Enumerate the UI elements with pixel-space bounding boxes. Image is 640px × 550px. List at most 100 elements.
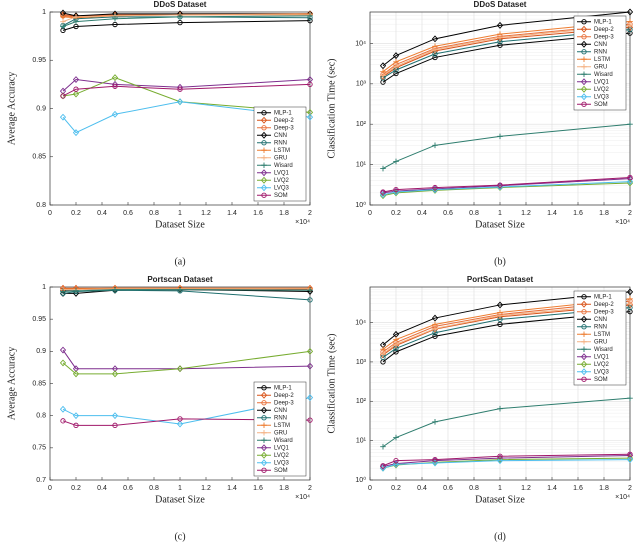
legend-label: LVQ2 xyxy=(274,453,290,459)
plot-frame xyxy=(369,286,631,481)
data-point xyxy=(72,129,80,137)
x-tick-label: 1.4 xyxy=(227,210,237,217)
data-point xyxy=(177,86,183,92)
chart-title: DDoS Dataset xyxy=(154,0,207,9)
data-point xyxy=(627,395,633,401)
legend-label: LVQ1 xyxy=(594,79,610,85)
y-tick-label: 0.7 xyxy=(36,477,46,484)
data-point xyxy=(497,133,503,140)
data-point xyxy=(73,14,79,20)
series-line xyxy=(382,182,631,197)
series-line xyxy=(62,83,311,97)
data-point xyxy=(60,18,66,25)
legend-label: SOM xyxy=(274,193,288,199)
chart-panel: Portscan Dataset 0.7 0.75 0.8 0.85 0.9 0.95 1 0 0… xyxy=(6,275,314,542)
data-point xyxy=(497,453,503,459)
data-point xyxy=(431,314,439,322)
data-point xyxy=(626,8,634,16)
x-tick-label: 0.6 xyxy=(123,485,133,492)
y-tick-label: 1 xyxy=(42,284,46,291)
x-tick-label: 0.2 xyxy=(391,210,401,217)
data-point xyxy=(393,336,399,343)
x-multiplier: ×10⁴ xyxy=(295,219,310,226)
legend-label: Deep-2 xyxy=(274,118,294,124)
series-line xyxy=(62,20,311,31)
legend-box xyxy=(253,106,307,202)
series-line xyxy=(382,459,631,469)
data-point xyxy=(431,459,439,467)
legend-marker xyxy=(581,101,587,107)
caption: (a) xyxy=(174,256,185,267)
data-point xyxy=(111,110,119,118)
y-tick-label: 10² xyxy=(356,121,367,128)
data-point xyxy=(496,456,504,464)
data-point xyxy=(432,456,438,463)
legend-marker xyxy=(261,415,267,421)
y-axis-label: Classification Time (sec) xyxy=(326,59,337,159)
legend-marker xyxy=(580,25,588,33)
caption: (c) xyxy=(174,531,185,542)
legend-marker xyxy=(261,140,267,146)
data-point xyxy=(496,21,504,29)
legend-box xyxy=(253,381,307,477)
legend-marker xyxy=(581,19,587,25)
data-point xyxy=(393,341,399,348)
legend-label: Deep-2 xyxy=(594,27,614,33)
data-point xyxy=(177,286,183,293)
legend-label: LVQ1 xyxy=(274,445,290,451)
series-line xyxy=(382,178,631,194)
x-tick-label: 1.8 xyxy=(599,485,609,492)
chart-panel: DDoS Dataset 0.8 0.85 0.9 0.95 1 0 0.2 0.4 0.6 0.8… xyxy=(6,0,314,267)
x-tick-label: 2 xyxy=(628,210,632,217)
series-line xyxy=(382,291,631,346)
x-tick-label: 0 xyxy=(368,210,372,217)
data-point xyxy=(496,457,504,465)
legend-marker xyxy=(581,376,587,382)
data-point xyxy=(627,451,633,457)
x-tick-label: 1.8 xyxy=(279,485,289,492)
data-point xyxy=(111,80,119,88)
legend-marker xyxy=(581,71,587,78)
legend-marker xyxy=(581,49,587,55)
legend-label: Deep-2 xyxy=(274,393,294,399)
data-point xyxy=(432,325,438,332)
data-point xyxy=(497,405,503,412)
x-tick-label: 1.4 xyxy=(547,485,557,492)
data-point xyxy=(380,351,386,357)
series-line xyxy=(382,311,631,363)
y-tick-label: 0.95 xyxy=(32,316,46,323)
data-point xyxy=(59,113,67,121)
legend-label: LVQ3 xyxy=(274,460,290,466)
data-point xyxy=(73,288,79,294)
legend-marker xyxy=(581,309,587,315)
data-point xyxy=(627,300,633,307)
legend-label: LVQ3 xyxy=(274,185,290,191)
legend-label: GRU xyxy=(274,430,287,436)
series-line xyxy=(382,397,631,448)
chart-panel: PortScan Dataset 10⁰ 10¹ 10² 10³ 10⁴ 0 0.2 0.4 0.… xyxy=(326,275,634,542)
x-tick-label: 0.6 xyxy=(123,210,133,217)
data-point xyxy=(380,443,386,450)
legend-label: Deep-2 xyxy=(594,302,614,308)
data-point xyxy=(306,113,314,121)
x-tick-label: 1.4 xyxy=(227,485,237,492)
legend-marker xyxy=(260,391,268,399)
data-point xyxy=(177,14,183,20)
y-tick-label: 10¹ xyxy=(356,437,367,444)
data-point xyxy=(627,296,633,302)
legend-marker xyxy=(580,85,588,93)
data-point xyxy=(72,370,80,378)
data-point xyxy=(59,405,67,413)
data-point xyxy=(111,370,119,378)
data-point xyxy=(380,463,386,469)
data-point xyxy=(72,90,80,98)
data-point xyxy=(176,98,184,106)
series-line xyxy=(62,418,311,426)
x-tick-label: 0.4 xyxy=(417,485,427,492)
legend-label: MLP-1 xyxy=(594,19,612,25)
legend-marker xyxy=(581,63,587,70)
x-tick-label: 1.4 xyxy=(547,210,557,217)
x-multiplier: ×10⁴ xyxy=(615,219,630,226)
chart-title: DDoS Dataset xyxy=(474,0,527,9)
y-tick-label: 10⁰ xyxy=(355,201,366,209)
